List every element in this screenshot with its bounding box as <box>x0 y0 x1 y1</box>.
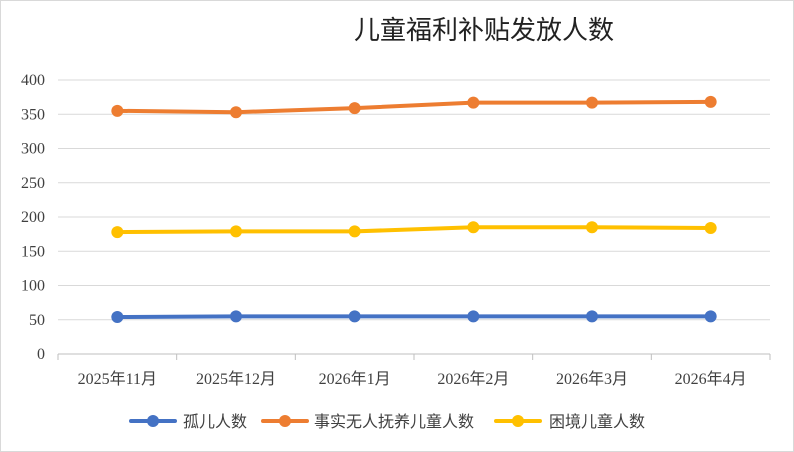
gridlines <box>58 79 770 321</box>
x-tick-label: 2026年4月 <box>675 370 747 388</box>
series-line <box>115 225 713 235</box>
y-tick-label: 300 <box>21 141 45 158</box>
data-point <box>111 226 124 239</box>
series-1 <box>111 310 717 324</box>
legend-swatch-marker <box>147 415 159 427</box>
y-tick-label: 0 <box>37 346 45 363</box>
data-point <box>467 96 480 109</box>
legend-swatch-marker <box>279 415 291 427</box>
series-3 <box>111 221 717 239</box>
x-tick-label: 2025年11月 <box>78 370 157 388</box>
data-point <box>586 96 598 109</box>
legend: 孤儿人数 事实无人抚养儿童人数 困境儿童人数 <box>129 412 645 431</box>
data-point <box>704 221 717 234</box>
x-axis: 2025年11月 2025年12月 2026年1月 2026年2月 2026年3月 202… <box>57 353 771 388</box>
y-tick-label: 400 <box>21 72 45 89</box>
legend-swatch-marker <box>512 415 524 427</box>
legend-label: 孤儿人数 <box>183 412 247 431</box>
x-tick-label: 2026年2月 <box>437 370 509 388</box>
y-tick-label: 150 <box>21 243 45 260</box>
data-point <box>230 225 242 238</box>
data-point <box>467 221 480 234</box>
data-point <box>467 310 480 323</box>
data-point <box>348 102 361 115</box>
legend-item: 事实无人抚养儿童人数 <box>261 412 474 431</box>
chart-title: 儿童福利补贴发放人数 <box>354 16 614 46</box>
x-tick-label: 2026年1月 <box>319 370 391 388</box>
data-point <box>586 221 598 234</box>
y-tick-label: 100 <box>21 278 45 295</box>
y-tick-label: 50 <box>29 312 45 329</box>
legend-label: 困境儿童人数 <box>549 412 645 431</box>
data-point <box>704 95 717 108</box>
series-line <box>115 99 713 115</box>
y-axis: 0 50 100 150 200 250 300 350 400 <box>21 72 45 363</box>
series-line <box>115 314 713 320</box>
y-tick-label: 250 <box>21 175 45 192</box>
data-point <box>348 310 361 323</box>
legend-label: 事实无人抚养儿童人数 <box>314 412 474 431</box>
data-point <box>586 310 598 323</box>
legend-item: 困境儿童人数 <box>494 412 645 431</box>
x-tick-label: 2026年3月 <box>556 370 628 388</box>
data-point <box>111 104 124 117</box>
series-2 <box>111 95 717 119</box>
legend-item: 孤儿人数 <box>129 412 247 431</box>
series-layer <box>111 95 717 324</box>
data-point <box>348 225 361 238</box>
data-point <box>704 310 717 323</box>
x-tick-label: 2025年12月 <box>196 370 276 388</box>
y-tick-label: 350 <box>21 106 45 123</box>
y-tick-label: 200 <box>21 209 45 226</box>
data-point <box>230 310 242 323</box>
data-point <box>230 106 242 119</box>
data-point <box>111 311 124 324</box>
